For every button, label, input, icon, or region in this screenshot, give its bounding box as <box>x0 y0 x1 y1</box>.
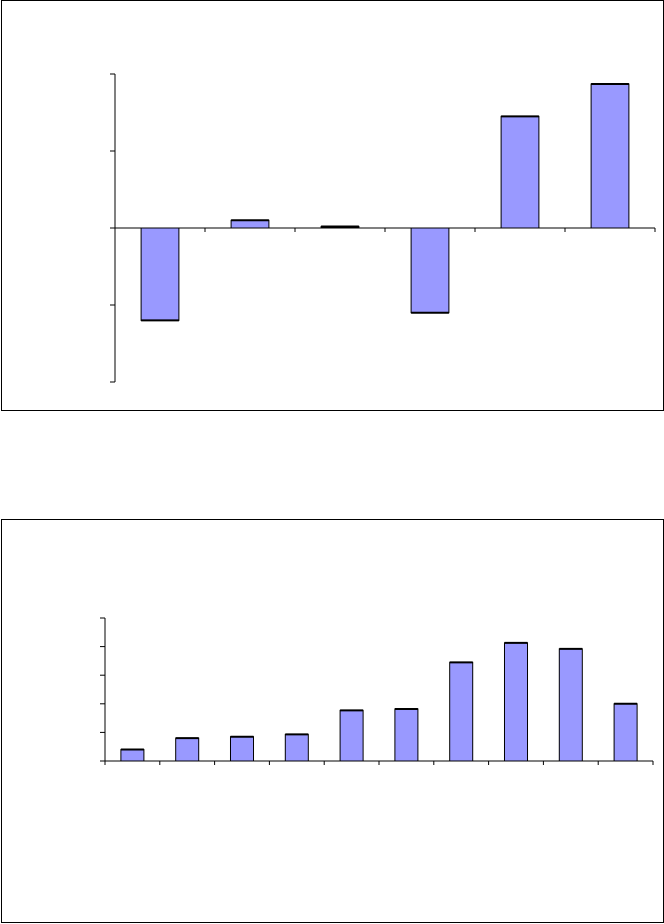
bar-2 <box>230 219 270 229</box>
bar-7 <box>449 661 474 762</box>
bar-4 <box>284 733 309 762</box>
bar-6 <box>394 708 419 762</box>
chart-1 <box>110 73 656 383</box>
bar-6 <box>590 83 630 229</box>
bar-1 <box>120 749 145 762</box>
bar-5 <box>500 115 540 229</box>
chart-2-frame <box>1 519 664 923</box>
bar-1 <box>140 227 180 321</box>
bar-3 <box>229 736 255 762</box>
chart-1-frame <box>1 0 664 411</box>
bar-10 <box>613 703 638 762</box>
bar-5 <box>339 709 364 762</box>
bar-4 <box>410 227 450 314</box>
bar-9 <box>558 648 583 762</box>
bar-8 <box>503 642 529 762</box>
chart-2 <box>100 617 654 765</box>
bar-2 <box>175 737 200 762</box>
